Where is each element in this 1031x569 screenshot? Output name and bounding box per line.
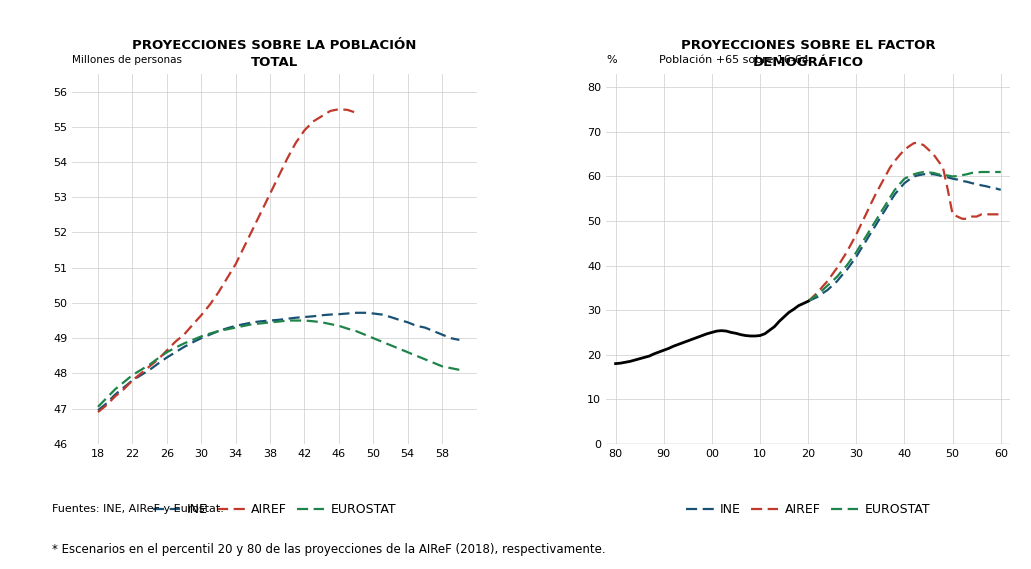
Text: Millones de personas: Millones de personas [72,55,182,65]
Text: * Escenarios en el percentil 20 y 80 de las proyecciones de la AIReF (2018), res: * Escenarios en el percentil 20 y 80 de … [52,543,605,556]
Text: Población +65 sobre 16-64: Población +65 sobre 16-64 [659,55,808,65]
Title: PROYECCIONES SOBRE EL FACTOR
DEMOGRÁFICO: PROYECCIONES SOBRE EL FACTOR DEMOGRÁFICO [680,39,935,69]
Text: %: % [606,55,617,65]
Legend: INE, AIREF, EUROSTAT: INE, AIREF, EUROSTAT [681,498,935,521]
Title: PROYECCIONES SOBRE LA POBLACIÓN
TOTAL: PROYECCIONES SOBRE LA POBLACIÓN TOTAL [132,39,417,69]
Legend: INE, AIREF, EUROSTAT: INE, AIREF, EUROSTAT [147,498,401,521]
Text: Fuentes: INE, AIReF y Eurostat.: Fuentes: INE, AIReF y Eurostat. [52,504,224,514]
